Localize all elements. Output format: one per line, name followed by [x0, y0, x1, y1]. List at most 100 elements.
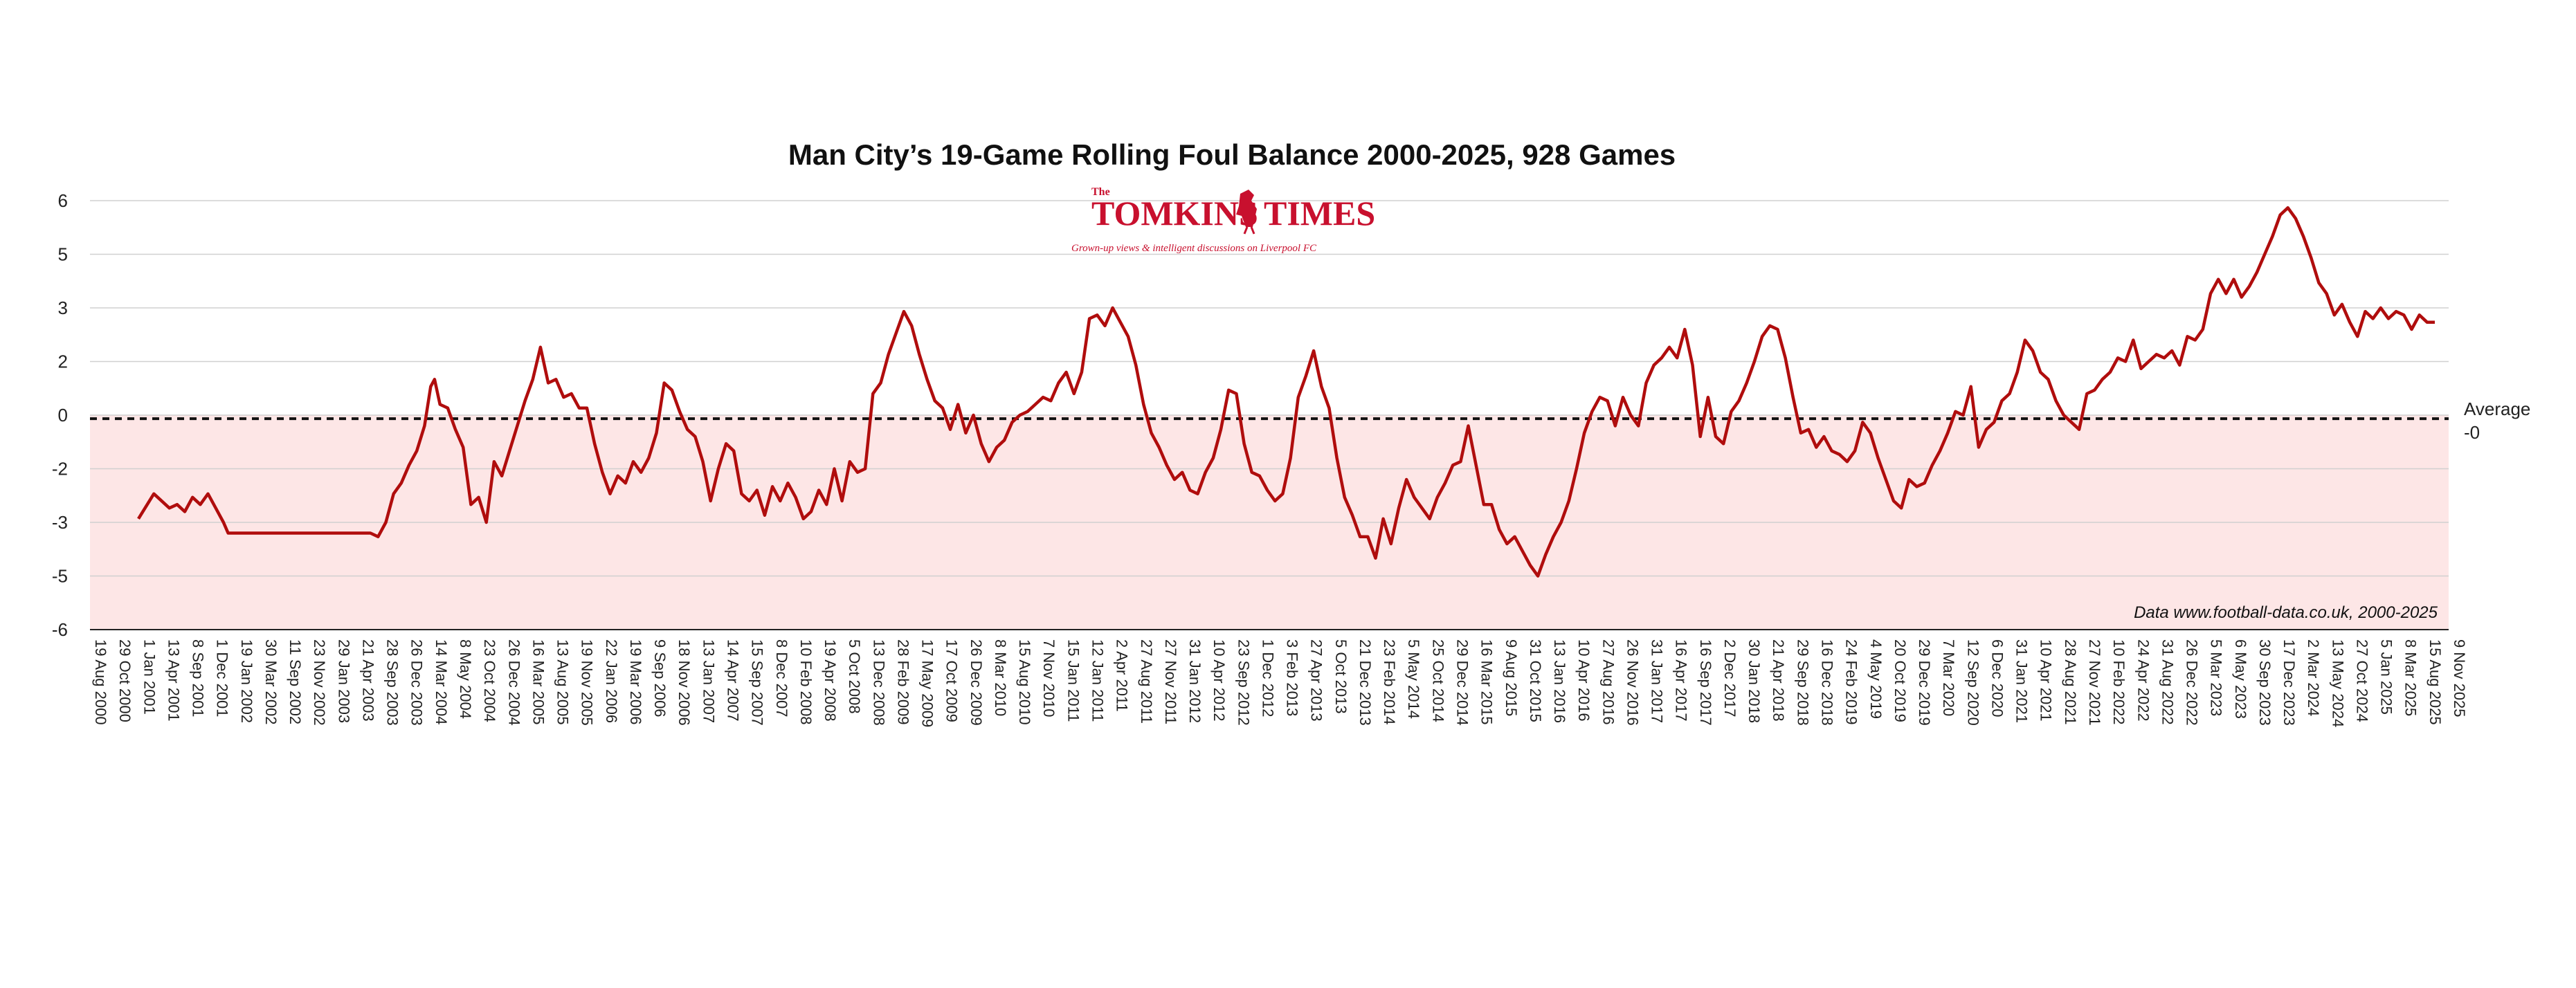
logo-small-the: The — [1091, 186, 1110, 198]
x-tick-label: 13 May 2024 — [2329, 639, 2346, 727]
x-tick-label: 13 Jan 2016 — [1551, 639, 1568, 723]
x-tick-label: 31 Oct 2015 — [1527, 639, 1544, 722]
x-tick-label: 31 Jan 2012 — [1186, 639, 1204, 723]
x-tick-label: 21 Apr 2003 — [359, 639, 377, 722]
x-tick-label: 21 Dec 2013 — [1357, 639, 1374, 726]
x-tick-label: 11 Sep 2002 — [287, 639, 304, 724]
x-tick-label: 4 May 2019 — [1867, 639, 1885, 719]
x-tick-label: 17 Dec 2023 — [2280, 639, 2298, 726]
x-tick-label: 15 Aug 2025 — [2427, 639, 2444, 725]
x-tick-label: 27 Aug 2016 — [1599, 639, 1617, 725]
x-tick-label: 23 Feb 2014 — [1381, 639, 1398, 725]
x-tick-label: 9 Sep 2006 — [651, 639, 669, 717]
x-tick-label: 16 Mar 2015 — [1478, 639, 1496, 725]
x-tick-label: 22 Jan 2006 — [603, 639, 620, 723]
x-tick-label: 26 Dec 2003 — [408, 639, 426, 726]
x-tick-label: 15 Jan 2011 — [1064, 639, 1082, 722]
series-line-rolling-foul-balance — [137, 206, 2435, 578]
x-tick-label: 8 Sep 2001 — [190, 639, 207, 717]
x-tick-label: 23 Oct 2004 — [481, 639, 498, 722]
x-tick-label: 31 Aug 2022 — [2159, 639, 2176, 725]
x-tick-label: 13 Jan 2007 — [700, 639, 717, 723]
x-tick-label: 5 Oct 2008 — [846, 639, 863, 714]
x-tick-label: 29 Oct 2000 — [116, 639, 134, 722]
average-label: Average — [2464, 399, 2530, 419]
logo-tagline: Grown-up views & intelligent discussions… — [1071, 243, 1317, 254]
x-tick-label: 13 Apr 2001 — [165, 639, 182, 722]
x-tick-label: 16 Mar 2005 — [529, 639, 547, 725]
x-tick-label: 19 Jan 2002 — [238, 639, 255, 723]
x-tick-label: 5 Jan 2025 — [2378, 639, 2395, 715]
x-tick-label: 29 Sep 2018 — [1794, 639, 1811, 726]
y-tick-label: 5 — [58, 244, 68, 265]
x-tick-label: 14 Mar 2004 — [433, 639, 450, 725]
x-tick-label: 8 Mar 2025 — [2402, 639, 2420, 716]
x-tick-label: 28 Feb 2009 — [894, 639, 911, 725]
y-tick-label: 0 — [58, 405, 68, 426]
gridlines — [90, 200, 2449, 630]
x-tick-label: 23 Sep 2012 — [1235, 639, 1252, 726]
x-tick-label: 10 Apr 2016 — [1575, 639, 1593, 722]
x-tick-label: 16 Dec 2018 — [1819, 639, 1836, 726]
x-tick-label: 6 Dec 2020 — [1988, 639, 2006, 717]
y-tick-label: -3 — [52, 512, 68, 533]
x-tick-label: 10 Feb 2008 — [797, 639, 815, 725]
x-tick-label: 19 Aug 2000 — [92, 639, 109, 725]
x-tick-label: 27 Apr 2013 — [1308, 639, 1325, 722]
liverbird-icon — [1236, 190, 1257, 235]
x-tick-label: 27 Oct 2024 — [2353, 639, 2370, 722]
x-tick-label: 17 Oct 2009 — [943, 639, 961, 722]
x-tick-label: 26 Dec 2004 — [505, 639, 523, 726]
x-tick-label: 12 Jan 2011 — [1089, 639, 1106, 722]
x-tick-label: 1 Dec 2001 — [214, 639, 231, 717]
x-tick-label: 26 Dec 2009 — [968, 639, 985, 726]
x-tick-label: 19 Apr 2008 — [822, 639, 839, 722]
x-tick-label: 2 Dec 2017 — [1721, 639, 1739, 717]
x-tick-label: 23 Nov 2002 — [311, 639, 328, 726]
x-tick-label: 13 Dec 2008 — [870, 639, 887, 726]
x-tick-label: 8 Mar 2010 — [992, 639, 1009, 716]
x-tick-label: 10 Apr 2021 — [2038, 639, 2055, 722]
x-tick-label: 6 May 2023 — [2232, 639, 2249, 719]
y-tick-label: 3 — [58, 298, 68, 318]
y-tick-label: -2 — [52, 459, 68, 479]
x-tick-label: 30 Mar 2002 — [262, 639, 280, 725]
x-tick-label: 30 Jan 2018 — [1745, 639, 1763, 723]
x-tick-label: 1 Jan 2001 — [140, 639, 158, 715]
x-tick-label: 16 Sep 2017 — [1697, 639, 1714, 726]
x-tick-label: 3 Feb 2013 — [1284, 639, 1301, 716]
x-tick-label: 20 Oct 2019 — [1892, 639, 1909, 722]
x-tick-label: 14 Apr 2007 — [724, 639, 741, 722]
average-value-label: -0 — [2464, 422, 2480, 443]
x-tick-label: 12 Sep 2020 — [1964, 639, 1981, 726]
x-tick-label: 15 Sep 2007 — [749, 639, 766, 726]
x-tick-label: 17 May 2009 — [919, 639, 936, 727]
x-tick-label: 24 Apr 2022 — [2134, 639, 2152, 722]
x-tick-label: 30 Sep 2023 — [2256, 639, 2274, 726]
x-tick-label: 19 Mar 2006 — [627, 639, 644, 725]
x-tick-label: 5 May 2014 — [1405, 639, 1422, 719]
x-tick-label: 29 Dec 2014 — [1454, 639, 1471, 726]
source-note: Data www.football-data.co.uk, 2000-2025 — [2134, 603, 2438, 622]
x-tick-label: 5 Mar 2023 — [2208, 639, 2225, 716]
x-tick-label: 29 Dec 2019 — [1916, 639, 1933, 726]
x-tick-label: 13 Aug 2005 — [554, 639, 572, 725]
logo-name-right: TIMES — [1264, 194, 1375, 232]
x-tick-label: 19 Nov 2005 — [579, 639, 596, 726]
x-tick-label: 1 Dec 2012 — [1259, 639, 1276, 717]
y-tick-labels: 6 5 3 2 0 -2 -3 -5 -6 — [52, 190, 68, 640]
x-tick-label: 18 Nov 2006 — [675, 639, 693, 726]
x-tick-label: 28 Sep 2003 — [384, 639, 401, 726]
x-tick-label: 8 May 2004 — [457, 639, 474, 719]
x-tick-label: 7 Nov 2010 — [1040, 639, 1058, 717]
chart-title: Man City’s 19-Game Rolling Foul Balance … — [788, 138, 1676, 171]
y-tick-label: -6 — [52, 619, 68, 640]
x-tick-label: 27 Nov 2021 — [2086, 639, 2103, 726]
x-tick-label: 24 Feb 2019 — [1843, 639, 1860, 725]
x-tick-label: 9 Aug 2015 — [1503, 639, 1520, 716]
tomkins-times-logo: The TOMKINS TIMES Grown-up views & intel… — [1071, 186, 1375, 254]
x-tick-label: 29 Jan 2003 — [335, 639, 352, 723]
x-tick-label: 27 Nov 2011 — [1162, 639, 1179, 724]
x-tick-label: 10 Apr 2012 — [1210, 639, 1228, 722]
